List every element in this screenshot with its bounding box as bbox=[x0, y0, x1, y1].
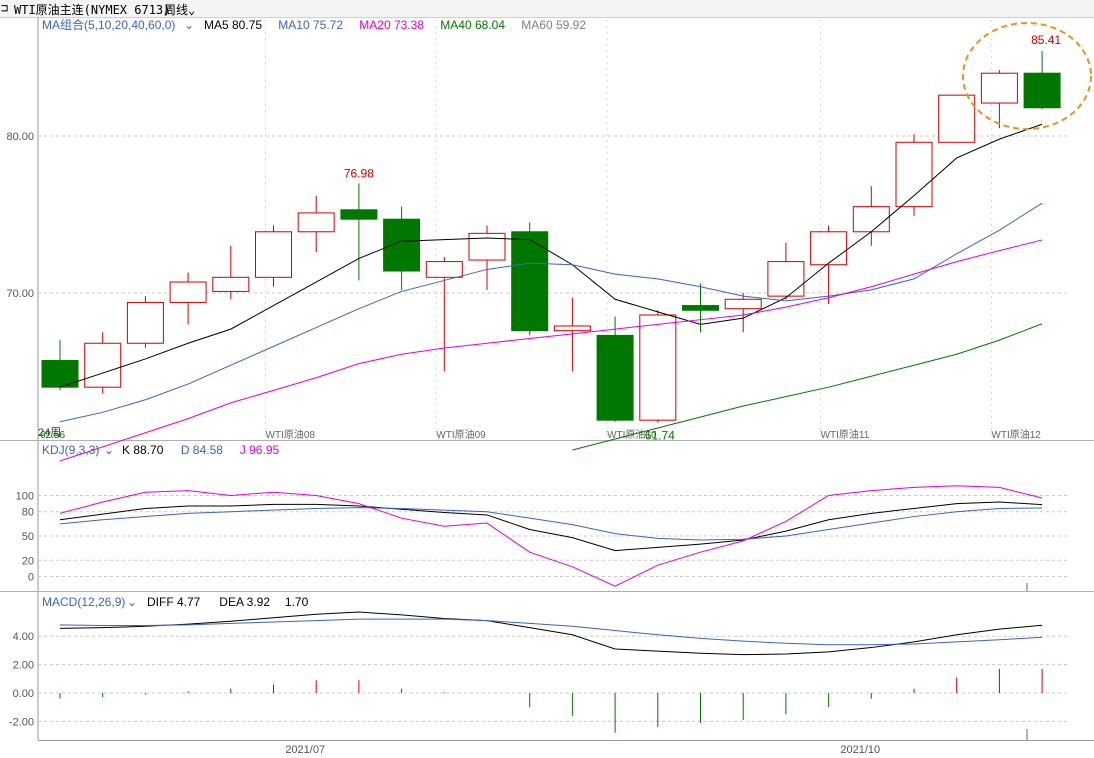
ma-legend-item: MA5 80.75 bbox=[204, 18, 262, 32]
candle-body bbox=[639, 314, 677, 421]
y-tick-label: 2.00 bbox=[13, 660, 34, 672]
chart-header: ⊐ WTI原油主连(NYMEX 6713) 周线⌄ bbox=[0, 0, 1094, 18]
macd-legend-item: DEA 3.92 bbox=[219, 595, 270, 609]
ma-line-ma20 bbox=[59, 239, 1043, 462]
kdj-legend-item: K 88.70 bbox=[122, 443, 164, 457]
chart-title: WTI原油主连(NYMEX 6713) bbox=[14, 3, 171, 17]
ma-legend-item: MA20 73.38 bbox=[359, 18, 424, 32]
ma-line-ma10 bbox=[59, 202, 1043, 423]
low-annotation: 61.74 bbox=[645, 429, 675, 443]
candle-body bbox=[425, 261, 463, 278]
highlight-circle bbox=[962, 22, 1092, 130]
chevron-down-icon: ⌄ bbox=[127, 595, 137, 609]
low-value-label: 62.56 bbox=[40, 430, 65, 441]
ma-legend-item: MA40 68.04 bbox=[440, 18, 505, 32]
ma-legend-label: MA组合(5,10,20,40,60,0) bbox=[42, 17, 175, 32]
candle-body bbox=[468, 232, 506, 261]
candle-body bbox=[553, 325, 591, 332]
contract-label: WTI原油12 bbox=[991, 428, 1041, 441]
y-tick-label: 0.00 bbox=[13, 688, 34, 700]
high-annotation: 85.41 bbox=[1031, 33, 1061, 47]
candle-body bbox=[340, 209, 378, 220]
kdj-line-d bbox=[59, 507, 1043, 541]
y-tick-label: 70.00 bbox=[6, 288, 34, 300]
candle-body bbox=[126, 301, 164, 344]
candle-body bbox=[767, 261, 805, 297]
macd-diff-line bbox=[59, 611, 1043, 656]
contract-label: WTI原油08 bbox=[266, 428, 316, 441]
candle-body bbox=[682, 305, 719, 311]
candle-body bbox=[1023, 72, 1061, 109]
y-tick-label: 4.00 bbox=[13, 631, 34, 643]
period-count-label: 24周 bbox=[38, 426, 61, 439]
y-tick-label: 80 bbox=[22, 507, 34, 519]
candle-body bbox=[810, 231, 848, 266]
collapse-icon[interactable]: ⊐ bbox=[1, 1, 9, 15]
candle-body bbox=[255, 231, 292, 278]
y-tick-label: -2.00 bbox=[9, 716, 34, 728]
chevron-down-icon: ⌄ bbox=[104, 443, 114, 457]
candle-body bbox=[724, 298, 762, 310]
ma-line-ma5 bbox=[59, 123, 1043, 388]
macd-legend-item: DIFF 4.77 bbox=[147, 595, 201, 609]
contract-label: WTI原油11 bbox=[821, 428, 870, 441]
period-label: 周线 bbox=[164, 3, 189, 17]
candle-body bbox=[212, 276, 250, 292]
macd-legend-item: 1.70 bbox=[285, 595, 309, 609]
candle-body bbox=[596, 334, 634, 421]
y-tick-label: 80.00 bbox=[6, 131, 34, 143]
candle-body bbox=[84, 342, 122, 388]
kdj-line-j bbox=[59, 485, 1043, 587]
kdj-legend-item: D 84.58 bbox=[181, 443, 223, 457]
kdj-legend-label: KDJ(9,3,3) bbox=[42, 443, 99, 457]
y-tick-label: 50 bbox=[22, 531, 34, 543]
y-tick-label: 100 bbox=[16, 491, 34, 503]
candle-body bbox=[938, 94, 976, 143]
x-tick-label: 2021/07 bbox=[285, 744, 325, 756]
ma-legend-item: MA10 75.72 bbox=[278, 18, 343, 32]
candle-body bbox=[297, 212, 335, 233]
candle-body bbox=[169, 281, 207, 303]
period-selector[interactable]: 周线⌄ bbox=[164, 1, 195, 18]
candle-body bbox=[895, 141, 933, 208]
chevron-down-icon: ⌄ bbox=[184, 18, 194, 32]
candle-body bbox=[511, 231, 549, 332]
macd-dea-line bbox=[59, 618, 1043, 646]
x-tick-label: 2021/10 bbox=[840, 744, 880, 756]
ma-line-ma40 bbox=[572, 323, 1043, 451]
candle-body bbox=[383, 218, 421, 272]
chevron-down-icon: ⌄ bbox=[188, 3, 196, 17]
candle-body bbox=[852, 206, 890, 233]
macd-legend-label: MACD(12,26,9) bbox=[42, 595, 125, 609]
high-annotation: 76.98 bbox=[344, 166, 374, 180]
kdj-line-k bbox=[59, 501, 1043, 552]
y-tick-label: 20 bbox=[22, 555, 34, 567]
kdj-legend-item: J 96.95 bbox=[240, 443, 280, 457]
ma-legend-item: MA60 59.92 bbox=[521, 18, 586, 32]
contract-label: WTI原油09 bbox=[436, 428, 486, 441]
candle-body bbox=[980, 72, 1018, 104]
y-tick-label: 0 bbox=[28, 572, 34, 584]
